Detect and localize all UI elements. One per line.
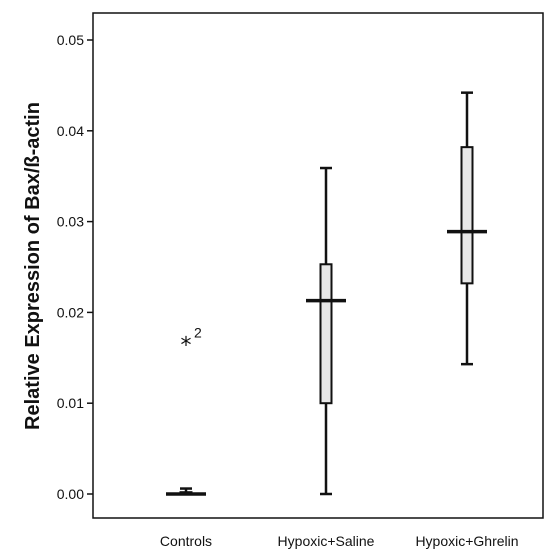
box-3 [447, 91, 487, 366]
box-2 [306, 166, 346, 496]
y-tick-label: 0.01 [57, 395, 84, 411]
x-tick-label: Controls [160, 533, 212, 549]
y-tick-label: 0.05 [57, 32, 84, 48]
x-tick-label: Hypoxic+Ghrelin [415, 533, 518, 549]
box-iqr [460, 146, 474, 285]
y-tick-label: 0.02 [57, 304, 84, 320]
x-tick-label: Hypoxic+Saline [278, 533, 375, 549]
box-series [166, 91, 487, 496]
x-axis-tick-labels: Controls Hypoxic+Saline Hypoxic+Ghrelin [160, 533, 519, 549]
outlier-label: 2 [194, 324, 202, 340]
y-tick-label: 0.00 [57, 486, 84, 502]
y-tick-label: 0.04 [57, 123, 84, 139]
box-1 [166, 487, 206, 496]
box-iqr [319, 263, 333, 405]
y-axis-ticks: 0.00 0.01 0.02 0.03 0.04 0.05 [57, 32, 93, 502]
y-tick-label: 0.03 [57, 214, 84, 230]
outliers: *2 [181, 324, 203, 358]
outlier-marker: * [181, 333, 192, 358]
y-axis-title: Relative Expression of Bax/ß-actin [22, 102, 44, 430]
plot-frame [92, 12, 544, 519]
axes [92, 12, 544, 519]
